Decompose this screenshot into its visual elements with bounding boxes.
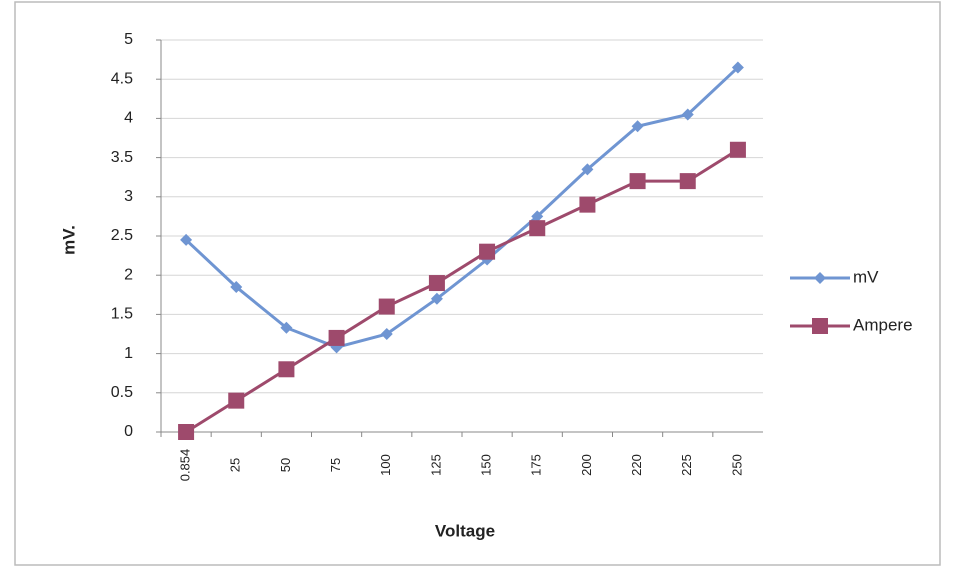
legend-marker	[814, 272, 826, 284]
marker	[230, 280, 243, 293]
marker	[428, 275, 445, 292]
y-tick-label: 0	[124, 423, 133, 440]
marker	[631, 120, 644, 133]
marker	[178, 424, 195, 440]
y-tick-label: 1.5	[111, 306, 133, 323]
chart-frame	[14, 1, 941, 566]
series-line	[185, 148, 739, 434]
marker	[378, 298, 395, 315]
y-tick-label: 1	[124, 345, 133, 362]
x-tick-label: 150	[479, 454, 494, 476]
marker	[278, 361, 295, 378]
marker	[380, 328, 393, 340]
marker	[328, 329, 345, 346]
marker	[228, 392, 245, 409]
marker	[531, 210, 544, 223]
marker	[581, 163, 594, 176]
legend-label: Ampere	[853, 315, 913, 334]
x-tick-label: 225	[679, 454, 694, 476]
y-tick-label: 5	[124, 31, 133, 48]
x-tick-label: 100	[378, 454, 393, 476]
y-tick-label: 4	[124, 110, 133, 127]
marker	[430, 292, 443, 305]
y-axis-label: mV.	[59, 225, 78, 255]
marker	[731, 61, 744, 74]
x-tick-label: 0.854	[178, 449, 193, 482]
x-tick-label: 200	[579, 454, 594, 476]
y-tick-label: 3.5	[111, 149, 133, 166]
legend-label: mV	[853, 267, 879, 286]
x-tick-label: 175	[529, 454, 544, 476]
x-tick-label: 50	[278, 458, 293, 472]
marker	[681, 108, 694, 121]
x-axis-label: Voltage	[435, 521, 495, 540]
y-tick-label: 3	[124, 188, 133, 205]
marker	[180, 233, 193, 246]
marker	[729, 141, 746, 158]
marker	[679, 173, 696, 190]
y-tick-label: 2	[124, 266, 133, 283]
x-tick-label: 220	[629, 454, 644, 476]
marker	[629, 173, 646, 190]
marker	[529, 220, 546, 237]
x-tick-label: 25	[228, 458, 243, 472]
y-tick-label: 0.5	[111, 384, 133, 401]
x-tick-label: 75	[328, 458, 343, 472]
y-tick-label: 2.5	[111, 227, 133, 244]
series-line	[185, 66, 739, 349]
marker	[479, 243, 496, 260]
marker	[579, 196, 596, 213]
marker	[280, 321, 293, 334]
y-tick-label: 4.5	[111, 70, 133, 87]
x-tick-label: 125	[428, 454, 443, 476]
legend-marker	[812, 318, 828, 334]
x-tick-label: 250	[729, 454, 744, 476]
